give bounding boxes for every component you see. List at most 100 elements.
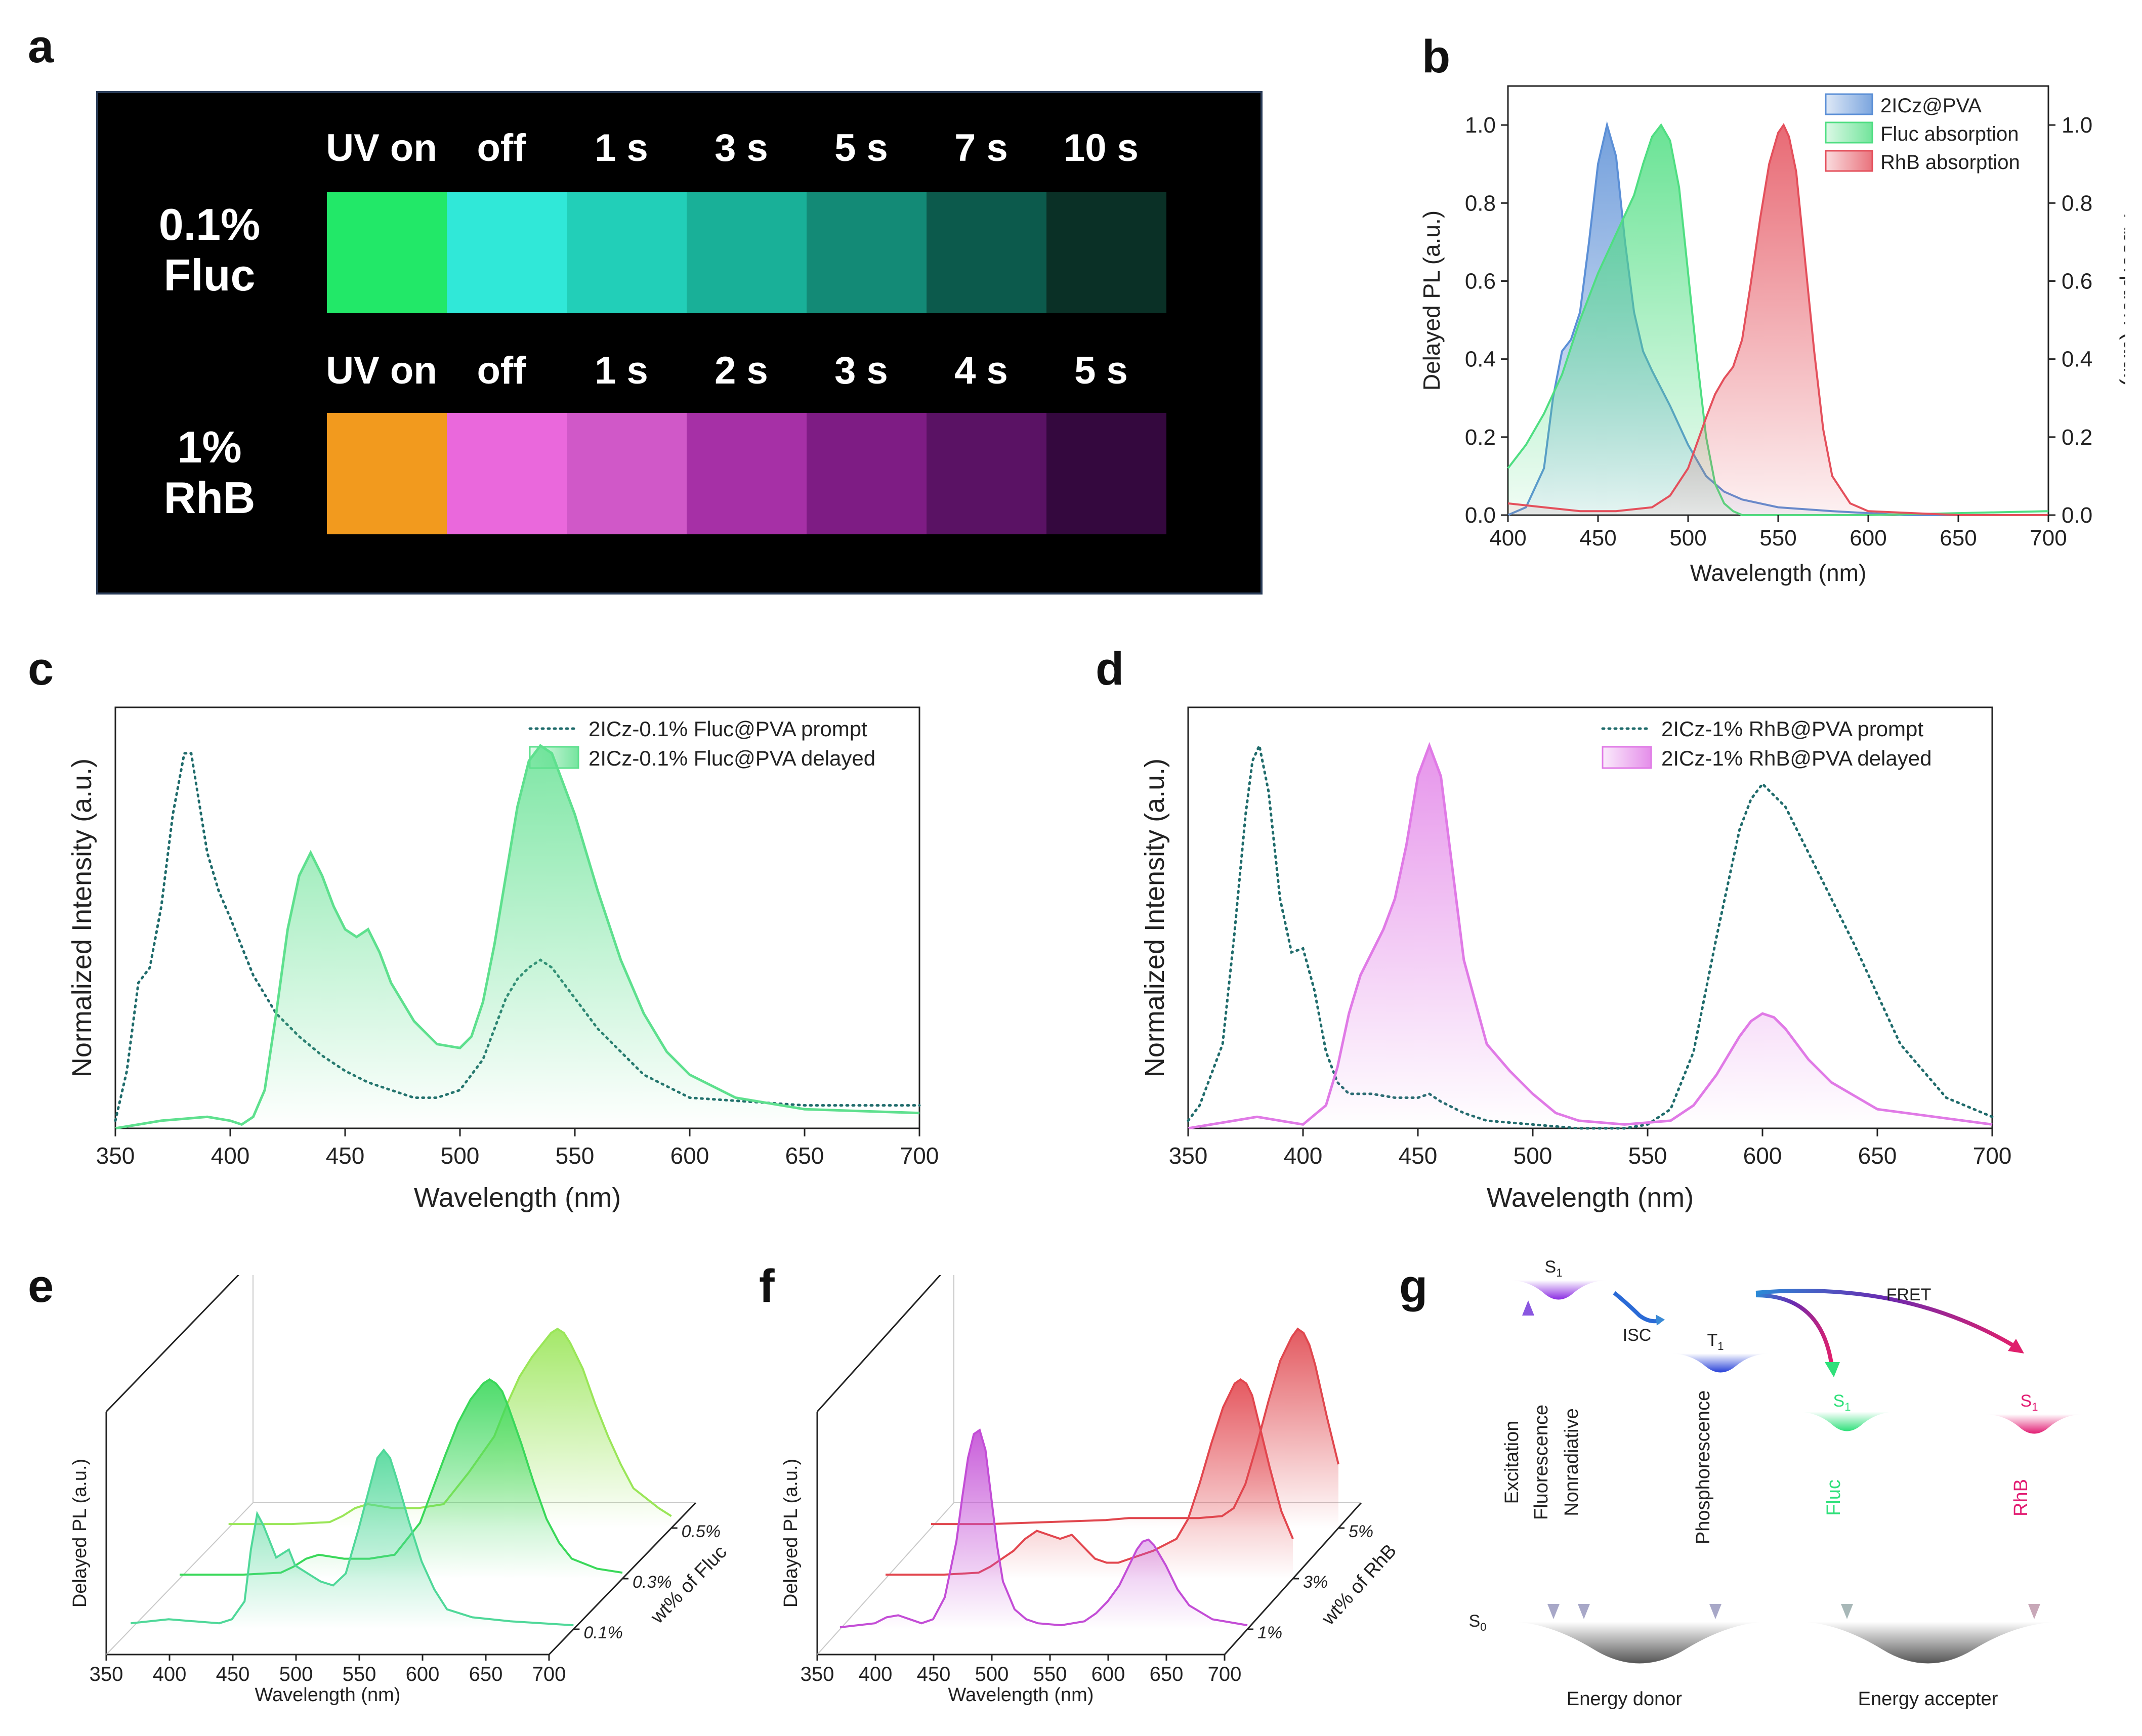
fret-to-fluc-arrowhead [1825,1362,1840,1377]
x-tick-label: 400 [153,1663,187,1685]
panel-letter-d: d [1096,643,1124,695]
row2-time-label: off [477,349,526,392]
y-tick-label: 0.0 [1465,503,1496,528]
fluorescence-arrowhead [1547,1604,1560,1619]
fret-label: FRET [1886,1285,1931,1304]
z-tick-label: 0.1% [583,1623,623,1642]
row1-time-label: 7 s [954,126,1008,170]
chart-c: 350 400 450 500 550 600 650 700 Wavelength (nm) N… [67,706,939,1213]
series-line-0.3% [180,1378,623,1576]
legend-swatch [529,746,579,769]
x-tick-label: 400 [1489,526,1526,551]
series-area-0.5% [228,1329,671,1528]
nonradiative-label: Nonradiative [1561,1408,1582,1516]
legend-label: 2ICz-1% RhB@PVA prompt [1661,717,1923,741]
x-axis-label: Wavelength (nm) [255,1684,401,1706]
y2-tick-label: 1.0 [2062,113,2092,138]
z-tick-label: 3% [1303,1573,1328,1592]
row1-time-label: 1 s [595,126,648,170]
panel-letter-a: a [28,21,54,72]
y2-axis-label: Absorption (a.u.) [2119,215,2125,387]
fret-to-fluc-arrow [1755,1293,1834,1367]
fluc-emission-arrowhead [1841,1604,1853,1619]
x-tick-label: 500 [441,1142,480,1169]
x-tick-label: 700 [900,1142,939,1169]
series-line-RhB absorption [1507,123,2048,516]
z-tick-label: 1% [1257,1623,1282,1642]
x-tick-label: 550 [1033,1663,1067,1685]
y2-tick-label: 0.0 [2062,503,2092,528]
y-axis-label: Delayed PL (a.u.) [71,1459,91,1607]
fluc-label: Fluc [1823,1479,1844,1516]
y-tick-label: 0.4 [1465,347,1496,372]
x-tick-label: 700 [2030,526,2067,551]
series-line-2ICz-1% RhB@PVA prompt [1187,741,1994,1130]
panel-letter-e: e [28,1260,54,1312]
row2-time-label: 2 s [715,349,768,392]
row1-time-label: 10 s [1064,126,1139,170]
x-tick-label: 350 [96,1142,135,1169]
series-line-0.1% [131,1448,574,1627]
top-edge-line [105,1275,240,1413]
rhb-film-square [927,413,1046,534]
series-area-Fluc absorption [1508,125,2048,516]
series-area-1% [840,1430,1247,1629]
accepter-s0-well [1796,1622,2065,1664]
series-area-0.3% [180,1379,622,1579]
rhb-film-square [327,413,447,534]
y2-tick-label: 0.6 [2062,269,2092,293]
series-area-2ICz-1% RhB@PVA delayed [1188,745,1992,1128]
legend-swatch [1825,93,1873,115]
panel-letter-f: f [759,1260,775,1312]
plot-frame [1187,706,1993,1129]
fluc-film-square [567,192,687,313]
energy-transfer-diagram: S1 T1 S1 S1 S0 ISC FRET Excitation Fluor… [1469,1257,2085,1710]
row1-time-label: off [477,126,526,170]
x-tick-label: 700 [1973,1142,2012,1169]
rhb-label: RhB [2010,1479,2032,1516]
row2-time-label: 3 s [834,349,888,392]
y-axis-label: Normalized Intensity (a.u.) [1140,758,1170,1077]
x-tick-label: 600 [1743,1142,1782,1169]
y2-tick-label: 0.8 [2062,191,2092,216]
series-area-5% [931,1329,1338,1528]
y-axis-label: Normalized Intensity (a.u.) [67,758,97,1077]
panel-letter-c: c [28,643,54,695]
x-tick-label: 500 [279,1663,313,1685]
x-tick-label: 500 [1514,1142,1552,1169]
row1-label-line2: Fluc [163,250,256,300]
row2-time-label: 1 s [595,349,648,392]
fluc-s1-well [1796,1412,1898,1431]
row2-label-line2: RhB [163,473,256,523]
legend-label: RhB absorption [1880,151,2020,174]
s1-label: S1 [1545,1257,1563,1279]
x-tick-label: 450 [1579,526,1616,551]
afterglow-photo: 0.1% Fluc 1% RhB UV on off 1 s 3 s 5 s 7… [96,91,1263,595]
series-line-0.5% [228,1328,672,1526]
x-tick-label: 550 [343,1663,376,1685]
rhb-s1-label: S1 [2021,1391,2038,1413]
y-tick-label: 0.2 [1465,425,1496,450]
rhb-s1-well [1984,1414,2085,1434]
chart-e: 0.5% 0.3% 0.1% 350 400 450 500 550 600 650 700 Wave… [71,1275,731,1706]
fluorescence-label: Fluorescence [1531,1405,1552,1520]
energy-donor-label: Energy donor [1567,1688,1682,1710]
fluc-film-square [327,192,447,313]
row1-label: 0.1% Fluc [144,199,275,301]
legend-swatch [1825,121,1873,144]
x-tick-label: 600 [670,1142,709,1169]
y-tick-label: 0.8 [1465,191,1496,216]
panel-letter-g: g [1399,1260,1428,1312]
donor-s0-well [1508,1622,1771,1664]
y2-tick-label: 0.2 [2062,425,2092,450]
series-area-RhB absorption [1508,125,2048,516]
row1-time-label: UV on [326,126,437,170]
x-tick-label: 600 [406,1663,440,1685]
y2-tick-label: 0.4 [2062,347,2092,372]
x-tick-label: 700 [532,1663,566,1685]
excitation-arrowhead [1522,1300,1534,1316]
chart-f: 5% 3% 1% 350 400 450 500 550 600 650 700 Wavelength… [780,1275,1401,1706]
x-tick-label: 550 [1759,526,1796,551]
